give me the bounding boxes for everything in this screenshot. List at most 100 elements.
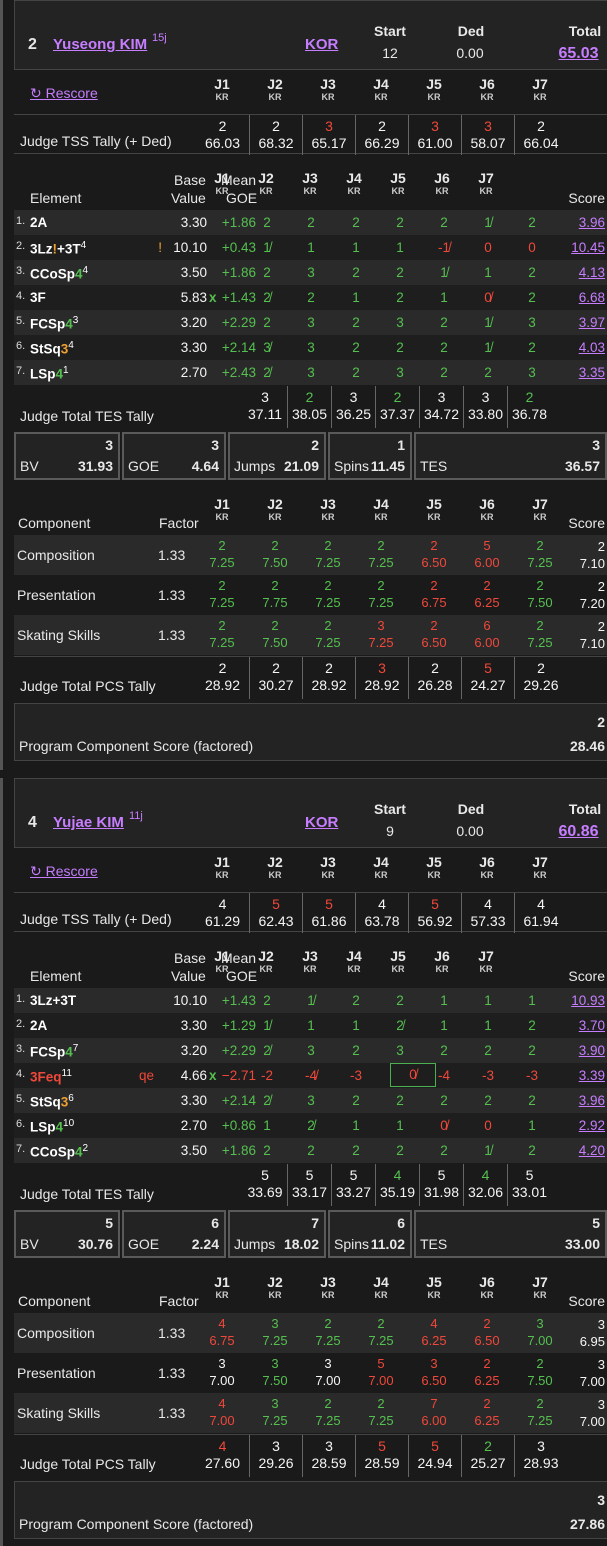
element-table-header: Element Base Value Mean GOE J1 KR J2 KR J3 KR J4 KR J… <box>14 170 607 210</box>
base-value: 4.66 <box>180 1068 207 1083</box>
tes-judge-cell: 5 33.27 <box>331 1164 375 1206</box>
summary-label: GOE <box>128 1236 160 1252</box>
rescore-button[interactable]: ↻ Rescore <box>30 85 98 101</box>
element-score-link[interactable]: 10.45 <box>571 240 605 255</box>
goe-value: +0.86 <box>221 1118 256 1133</box>
judge-goe: 1̸ <box>484 215 492 230</box>
element-score-link[interactable]: 3.90 <box>578 1043 605 1058</box>
judge-goe: 2 <box>440 215 448 230</box>
tss-value: 61.29 <box>204 913 241 929</box>
element-score-link[interactable]: 3.39 <box>578 1068 605 1083</box>
pcs-score: 6.95 <box>579 1334 605 1349</box>
judge-column-header: J1 KR <box>202 854 242 880</box>
pcs-judge-rank: 3 <box>536 1316 544 1331</box>
base-value: 3.30 <box>180 1093 207 1108</box>
element-code: StSq <box>30 1094 61 1110</box>
judge-country: KR <box>533 870 547 880</box>
element-score-link[interactable]: 4.20 <box>578 1143 605 1158</box>
nation-link[interactable]: KOR <box>305 814 339 831</box>
summary-label: Spins <box>334 458 370 474</box>
rescore-button[interactable]: ↻ Rescore <box>30 863 98 879</box>
goe-value: +0.43 <box>221 240 256 255</box>
pcs-tally-label: Judge Total PCS Tally <box>20 1456 156 1472</box>
pcs-final-rank: 2 <box>597 714 605 730</box>
judge-label: J7 <box>532 76 548 92</box>
element-name: CCoSp44 <box>30 265 88 282</box>
element-score-link[interactable]: 6.68 <box>578 290 605 305</box>
pcs-judge-rank: 2 <box>483 1316 491 1331</box>
pcs-judge-mark: 7.00 <box>315 1373 341 1388</box>
element-number: 3. <box>16 1043 26 1055</box>
judge-label: J6 <box>479 1274 495 1290</box>
pcs-judge-mark: 7.25 <box>368 635 394 650</box>
judge-label: J4 <box>346 170 362 186</box>
goe-value: +1.86 <box>221 265 256 280</box>
tss-rank: 4 <box>218 896 227 912</box>
pcs-judge-cell: 2 6.25 <box>461 1355 513 1389</box>
judge-goe: 2 <box>263 215 271 230</box>
judge-label: J2 <box>267 76 283 92</box>
element-score-link[interactable]: 3.96 <box>578 1093 605 1108</box>
tes-value: 36.25 <box>335 406 372 422</box>
base-value: 10.10 <box>173 240 207 255</box>
pcs-judge-cell: 3 7.00 <box>196 1355 248 1389</box>
judge-country: KR <box>480 92 494 102</box>
element-score-link[interactable]: 3.35 <box>578 365 605 380</box>
pcs-judge-mark: 7.50 <box>527 595 553 610</box>
tss-rank: 5 <box>272 896 280 912</box>
pcs-judge-cell: 2 7.25 <box>302 577 354 611</box>
summary-label: BV <box>20 458 39 474</box>
pcs-judge-mark: 6.25 <box>474 1413 500 1428</box>
element-score-link[interactable]: 3.96 <box>578 215 605 230</box>
pcs-tally-cell: 2 25.27 <box>461 1435 514 1477</box>
pcs-tally-rank: 2 <box>537 660 545 676</box>
judge-column-header: J4 KR <box>361 496 401 522</box>
element-score-link[interactable]: 2.92 <box>578 1118 605 1133</box>
tss-rank: 2 <box>537 118 545 134</box>
element-score-link[interactable]: 3.97 <box>578 315 605 330</box>
judge-country: KR <box>427 870 441 880</box>
bv-summary-box: 5 BV 30.76 <box>14 1210 120 1258</box>
pcs-tally-row: Judge Total PCS Tally 2 28.92 2 30.27 2 28.92 3… <box>14 656 607 699</box>
pcs-tally-rank: 3 <box>378 660 386 676</box>
judge-country: KR <box>215 1290 229 1300</box>
tss-rank: 2 <box>218 118 227 134</box>
summary-value: 21.09 <box>283 458 319 474</box>
judge-country: KR <box>268 1290 282 1300</box>
judge-label: J5 <box>390 170 406 186</box>
element-number: 2. <box>16 240 26 252</box>
element-flag: qe <box>138 1068 154 1083</box>
judge-goe: 2̸ <box>263 365 271 380</box>
pcs-judge-rank: 2 <box>377 578 385 593</box>
element-score-link[interactable]: 4.13 <box>578 265 605 280</box>
judge-country: KR <box>533 512 547 522</box>
skater-name-link[interactable]: Yujae KIM <box>53 814 124 831</box>
judge-column-header: J4 KR <box>361 854 401 880</box>
total-score-link[interactable]: 65.03 <box>558 45 599 62</box>
total-label: Total <box>568 801 602 817</box>
start-value: 9 <box>386 823 394 839</box>
element-score-link[interactable]: 3.70 <box>578 1018 605 1033</box>
judge-goe: 2 <box>484 1093 492 1108</box>
judge-goe: 2 <box>352 340 360 355</box>
summary-label: GOE <box>128 458 160 474</box>
judge-goe: 2̸ <box>263 1043 271 1058</box>
element-score-link[interactable]: 4.03 <box>578 340 605 355</box>
judge-country: KR <box>374 92 388 102</box>
goe-value: +1.29 <box>221 1018 256 1033</box>
nation-link[interactable]: KOR <box>305 36 339 53</box>
pcs-final-box: Program Component Score (factored) 2 28.46 <box>14 703 607 761</box>
total-score-link[interactable]: 60.86 <box>558 823 599 840</box>
element-score-link[interactable]: 10.93 <box>571 993 605 1008</box>
pcs-tally-value: 28.92 <box>364 677 400 693</box>
element-order: 7 <box>72 1043 79 1054</box>
pcs-judge-mark: 7.25 <box>209 595 235 610</box>
pcs-judge-cell: 2 7.25 <box>514 617 566 651</box>
judge-country: KR <box>347 964 361 974</box>
summary-rank: 6 <box>211 1215 219 1231</box>
pcs-tally-rank: 5 <box>378 1438 386 1454</box>
pcs-judge-mark: 7.00 <box>209 1373 235 1388</box>
pcs-judge-mark: 7.25 <box>315 595 341 610</box>
judge-label: J4 <box>373 1274 389 1290</box>
skater-name-link[interactable]: Yuseong KIM <box>53 36 148 53</box>
